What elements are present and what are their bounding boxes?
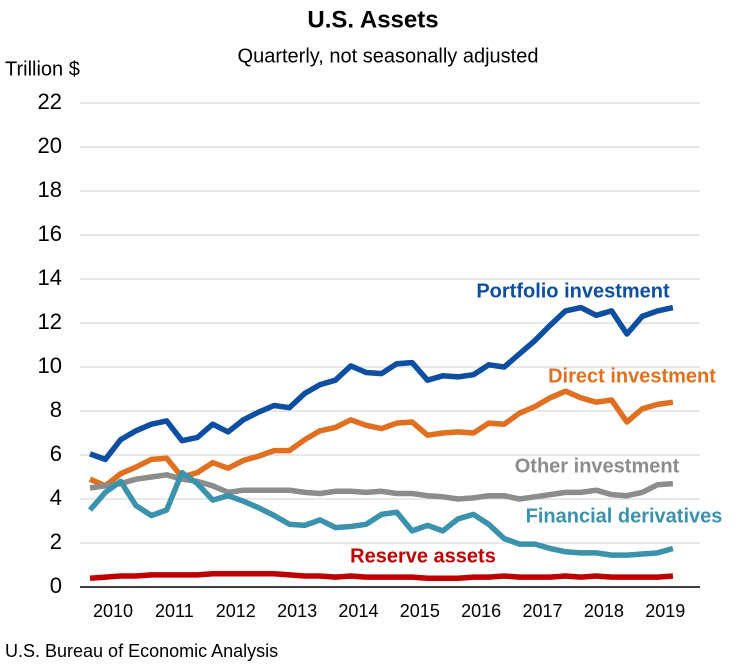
x-tick-label: 2018 [584, 601, 624, 621]
x-tick-label: 2019 [645, 601, 685, 621]
x-tick-label: 2011 [155, 601, 194, 621]
series-line [87, 469, 674, 558]
series-label: Portfolio investment [476, 280, 670, 302]
y-tick-label: 10 [38, 353, 62, 378]
y-tick-label: 14 [38, 265, 62, 290]
y-tick-label: 18 [38, 177, 62, 202]
y-tick-label: 4 [50, 485, 62, 510]
y-tick-label: 16 [38, 221, 62, 246]
series-label: Financial derivatives [526, 505, 723, 527]
x-tick-label: 2010 [93, 601, 133, 621]
series-label: Direct investment [548, 365, 716, 387]
y-tick-label: 22 [38, 89, 62, 114]
chart-title: U.S. Assets [307, 6, 438, 33]
y-tick-label: 20 [38, 133, 62, 158]
x-tick-label: 2015 [400, 601, 440, 621]
y-tick-label: 12 [38, 309, 62, 334]
x-tick-label: 2016 [461, 601, 501, 621]
series-line [89, 472, 674, 502]
chart-subtitle: Quarterly, not seasonally adjusted [238, 45, 539, 67]
y-axis-label: Trillion $ [5, 58, 80, 80]
series-line [89, 304, 674, 463]
x-tick-label: 2012 [216, 601, 256, 621]
series-line [89, 571, 674, 581]
x-tick-label: 2014 [338, 601, 378, 621]
series-label: Reserve assets [350, 545, 496, 567]
y-tick-label: 6 [50, 441, 62, 466]
y-tick-label: 2 [50, 529, 62, 554]
x-tick-label: 2017 [523, 601, 563, 621]
x-tick-label: 2013 [277, 601, 317, 621]
y-tick-label: 8 [50, 397, 62, 422]
source-note: U.S. Bureau of Economic Analysis [5, 641, 278, 661]
y-tick-label: 0 [50, 573, 62, 598]
series-label: Other investment [515, 455, 680, 477]
